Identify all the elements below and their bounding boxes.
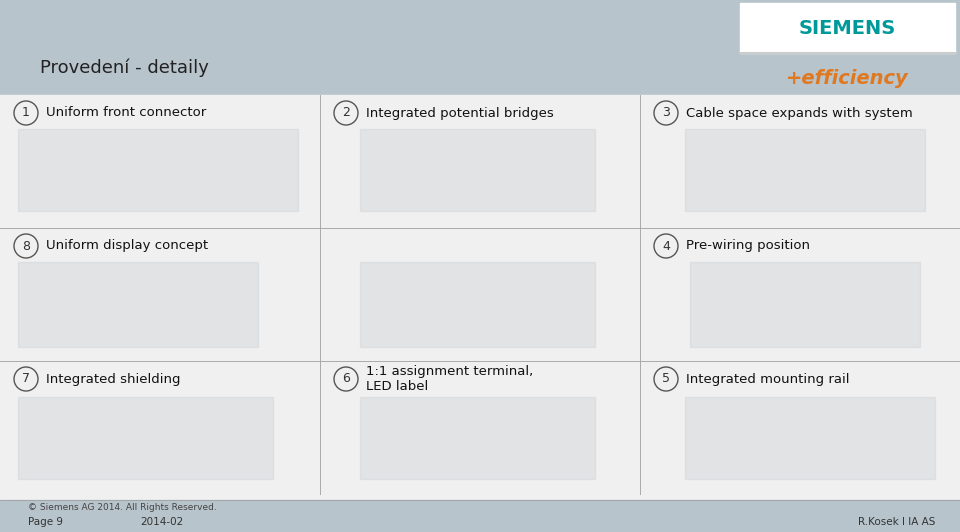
Text: Cable space expands with system: Cable space expands with system bbox=[686, 106, 913, 120]
Text: +efficiency: +efficiency bbox=[786, 69, 909, 87]
Text: Uniform display concept: Uniform display concept bbox=[46, 239, 208, 253]
Bar bbox=[685, 397, 935, 479]
Circle shape bbox=[654, 101, 678, 125]
Circle shape bbox=[334, 367, 358, 391]
Text: Integrated mounting rail: Integrated mounting rail bbox=[686, 372, 850, 386]
Bar bbox=[360, 262, 595, 347]
Text: Integrated shielding: Integrated shielding bbox=[46, 372, 180, 386]
Bar bbox=[360, 129, 595, 211]
Text: 5: 5 bbox=[662, 372, 670, 386]
Text: 1:1 assignment terminal,
LED label: 1:1 assignment terminal, LED label bbox=[366, 364, 533, 394]
Text: 2014-02: 2014-02 bbox=[140, 517, 183, 527]
Text: 4: 4 bbox=[662, 239, 670, 253]
Circle shape bbox=[334, 101, 358, 125]
Bar bbox=[18, 129, 298, 211]
Bar bbox=[18, 262, 258, 347]
Text: Uniform front connector: Uniform front connector bbox=[46, 106, 206, 120]
Bar bbox=[0, 95, 960, 500]
Bar bbox=[0, 0, 960, 95]
Text: 3: 3 bbox=[662, 106, 670, 120]
Circle shape bbox=[654, 234, 678, 258]
Text: 8: 8 bbox=[22, 239, 30, 253]
Text: 1: 1 bbox=[22, 106, 30, 120]
Text: Pre-wiring position: Pre-wiring position bbox=[686, 239, 810, 253]
Circle shape bbox=[654, 367, 678, 391]
Bar bbox=[0, 500, 960, 532]
Text: 6: 6 bbox=[342, 372, 350, 386]
Text: © Siemens AG 2014. All Rights Reserved.: © Siemens AG 2014. All Rights Reserved. bbox=[28, 503, 217, 512]
Bar bbox=[18, 397, 273, 479]
Text: SIEMENS: SIEMENS bbox=[799, 19, 896, 37]
Text: Provedení - detaily: Provedení - detaily bbox=[40, 59, 209, 77]
Circle shape bbox=[14, 367, 38, 391]
Bar bbox=[740, 3, 955, 53]
Text: R.Kosek I IA AS: R.Kosek I IA AS bbox=[857, 517, 935, 527]
Bar bbox=[690, 262, 920, 347]
Text: 2: 2 bbox=[342, 106, 350, 120]
Circle shape bbox=[14, 101, 38, 125]
Bar bbox=[685, 129, 925, 211]
Text: 7: 7 bbox=[22, 372, 30, 386]
Bar bbox=[360, 397, 595, 479]
Circle shape bbox=[14, 234, 38, 258]
Text: Page 9: Page 9 bbox=[28, 517, 63, 527]
Text: Integrated potential bridges: Integrated potential bridges bbox=[366, 106, 554, 120]
